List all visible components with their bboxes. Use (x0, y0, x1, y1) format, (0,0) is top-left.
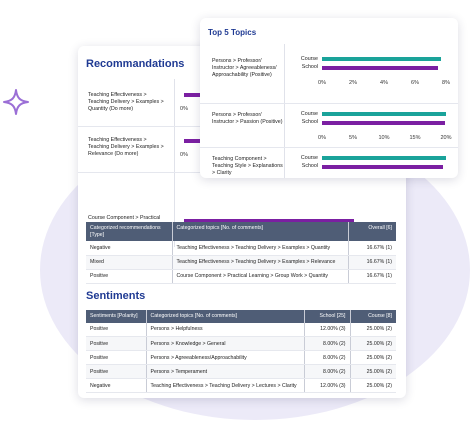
sent-course-cell: 25.00% (2) (350, 364, 396, 379)
table-row: Mixed Teaching Effectiveness > Teaching … (86, 255, 396, 270)
legend-school: School (301, 163, 318, 169)
rec-bar (184, 219, 355, 223)
top-topic-axis-tick: 15% (409, 135, 421, 141)
top-topic-axis-tick: 2% (349, 80, 357, 86)
sent-th-course: Course [8] (350, 310, 396, 323)
table-row: Positive Persons > Helpfulness 12.00% (3… (86, 322, 396, 337)
recommendations-title: Recommandations (86, 58, 185, 70)
sent-polarity-cell: Positive (86, 322, 147, 337)
school-bar (322, 66, 439, 70)
legend-course: Course (300, 111, 318, 117)
top-topics-card: Top 5 Topics Persons > Professor/ Instru… (200, 18, 458, 178)
legend-course: Course (300, 155, 318, 161)
rec-overall-cell: 16.67% (1) (348, 269, 396, 284)
sent-school-cell: 12.00% (3) (304, 378, 351, 393)
top-topic-row: Teaching Component > Teaching Style > Ex… (200, 148, 458, 178)
sent-topic-cell: Persons > Temperament (146, 364, 305, 379)
sent-polarity-cell: Positive (86, 350, 147, 365)
table-row: Negative Teaching Effectiveness > Teachi… (86, 378, 396, 393)
rec-type-cell: Mixed (86, 255, 173, 270)
course-bar (322, 156, 446, 160)
recommendations-table: Categorized recommendations [Type] Categ… (86, 222, 396, 284)
sent-school-cell: 8.00% (2) (304, 364, 351, 379)
rec-row-tick: 0% (180, 152, 188, 158)
table-row: Positive Course Component > Practical Le… (86, 269, 396, 284)
sent-course-cell: 25.00% (2) (350, 322, 396, 337)
top-topic-axis-tick: 0% (318, 80, 326, 86)
sparkle-icon (3, 89, 29, 115)
rec-th-topics: Categorized topics [No. of comments] (172, 222, 349, 241)
rec-chart-label: Teaching Effectiveness > Teaching Delive… (88, 137, 164, 157)
course-bar (322, 57, 442, 61)
sent-polarity-cell: Positive (86, 364, 147, 379)
top-topic-row: Persons > Professor/ Instructor > Agreea… (200, 44, 458, 104)
top-topic-label: Teaching Component > Teaching Style > Ex… (212, 156, 283, 176)
rec-th-overall: Overall [6] (348, 222, 396, 241)
table-row: Positive Persons > Temperament 8.00% (2)… (86, 364, 396, 379)
table-row: Positive Persons > Agreeableness/Approac… (86, 350, 396, 365)
rec-overall-cell: 16.67% (1) (348, 241, 396, 256)
sent-course-cell: 25.00% (2) (350, 336, 396, 351)
course-bar (322, 112, 446, 116)
sent-school-cell: 12.00% (3) (304, 322, 351, 337)
sentiments-table: Sentiments [Polarity] Categorized topics… (86, 310, 396, 393)
top-topic-axis-tick: 20% (440, 135, 452, 141)
sent-polarity-cell: Positive (86, 336, 147, 351)
top-topic-label: Persons > Professor/ Instructor > Agreea… (212, 58, 277, 78)
top-topics-title: Top 5 Topics (208, 28, 257, 37)
rec-type-cell: Positive (86, 269, 173, 284)
sent-th-polarity: Sentiments [Polarity] (86, 310, 147, 323)
rec-topic-cell: Teaching Effectiveness > Teaching Delive… (172, 255, 349, 270)
top-topic-axis-tick: 5% (349, 135, 357, 141)
rec-chart-label: Teaching Effectiveness > Teaching Delive… (88, 92, 164, 112)
sent-polarity-cell: Negative (86, 378, 147, 393)
sent-course-cell: 25.00% (2) (350, 350, 396, 365)
top-topic-axis-tick: 10% (378, 135, 390, 141)
sent-topic-cell: Persons > Agreeableness/Approachability (146, 350, 305, 365)
school-bar (322, 121, 445, 125)
top-topic-axis-tick: 8% (442, 80, 450, 86)
top-topic-row: Persons > Professor/ Instructor > Passio… (200, 104, 458, 148)
rec-topic-cell: Teaching Effectiveness > Teaching Delive… (172, 241, 349, 256)
sent-topic-cell: Teaching Effectiveness > Teaching Delive… (146, 378, 305, 393)
sentiments-title: Sentiments (86, 290, 146, 302)
sent-topic-cell: Persons > Knowledge > General (146, 336, 305, 351)
top-topic-axis-tick: 4% (380, 80, 388, 86)
sent-th-topics: Categorized topics [No. of comments] (146, 310, 305, 323)
table-row: Negative Teaching Effectiveness > Teachi… (86, 241, 396, 256)
sent-course-cell: 25.00% (2) (350, 378, 396, 393)
sent-school-cell: 8.00% (2) (304, 350, 351, 365)
sent-topic-cell: Persons > Helpfulness (146, 322, 305, 337)
sent-school-cell: 8.00% (2) (304, 336, 351, 351)
rec-overall-cell: 16.67% (1) (348, 255, 396, 270)
legend-school: School (301, 119, 318, 125)
rec-row-tick: 0% (180, 106, 188, 112)
legend-school: School (301, 64, 318, 70)
legend-course: Course (300, 56, 318, 62)
school-bar (322, 165, 443, 169)
top-topic-label: Persons > Professor/ Instructor > Passio… (212, 112, 283, 125)
rec-type-cell: Negative (86, 241, 173, 256)
top-topic-axis-tick: 6% (411, 80, 419, 86)
table-row: Positive Persons > Knowledge > General 8… (86, 336, 396, 351)
sent-th-school: School [25] (304, 310, 351, 323)
top-topic-axis-tick: 0% (318, 135, 326, 141)
rec-th-type: Categorized recommendations [Type] (86, 222, 173, 241)
rec-topic-cell: Course Component > Practical Learning > … (172, 269, 349, 284)
